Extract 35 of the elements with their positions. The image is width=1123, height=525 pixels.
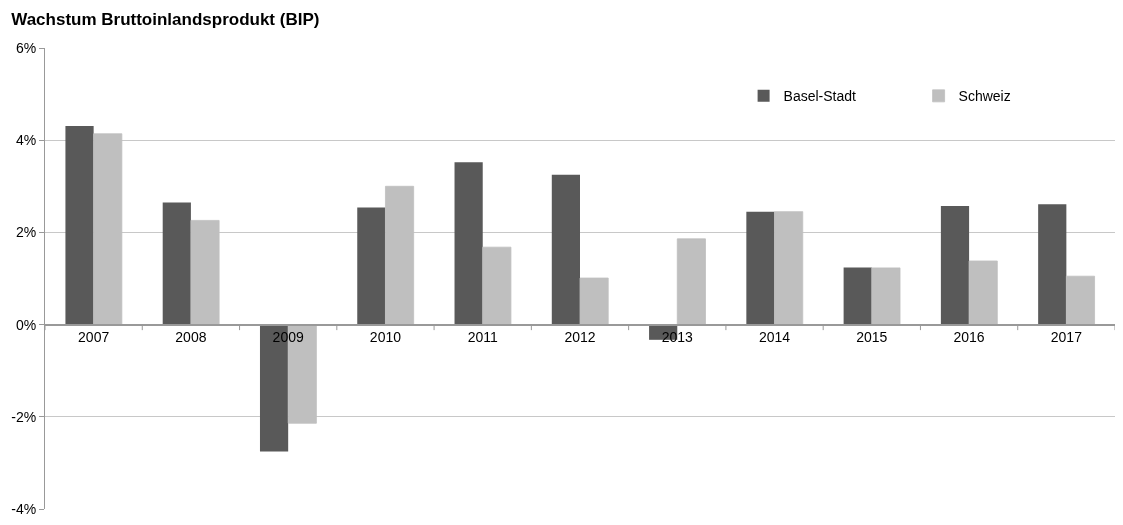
- x-tick-label: 2008: [175, 329, 207, 346]
- y-tick-label: 6%: [15, 39, 37, 56]
- bar: [968, 260, 998, 325]
- bar: [357, 207, 386, 325]
- bar: [843, 267, 872, 325]
- y-tick-label: -2%: [11, 408, 37, 425]
- x-tick-label: 2017: [1050, 329, 1083, 346]
- bar: [162, 202, 191, 325]
- bar: [1038, 204, 1067, 325]
- x-tick-label: 2016: [953, 329, 985, 346]
- x-tick-label: 2007: [78, 329, 110, 346]
- bar: [551, 174, 580, 325]
- bar: [454, 162, 483, 325]
- legend-label: Basel-Stadt: [783, 88, 857, 105]
- bar: [940, 206, 970, 325]
- y-tick-label: 2%: [15, 224, 37, 241]
- legend-label: Schweiz: [958, 88, 1011, 105]
- bar: [65, 125, 94, 325]
- x-tick-label: 2015: [856, 329, 888, 346]
- bar: [871, 267, 901, 325]
- bar: [746, 211, 775, 325]
- x-tick-label: 2010: [369, 329, 402, 346]
- bar: [676, 238, 706, 325]
- y-tick-label: -4%: [11, 500, 37, 517]
- x-tick-label: 2012: [564, 329, 596, 346]
- chart-title: Wachstum Bruttoinlandsprodukt (BIP): [11, 10, 320, 30]
- bar: [1065, 275, 1095, 325]
- x-tick-label: 2009: [272, 329, 304, 346]
- y-tick-label: 4%: [15, 132, 37, 149]
- bar: [579, 277, 609, 325]
- x-tick-label: 2013: [661, 329, 694, 346]
- x-tick-label: 2011: [467, 329, 498, 346]
- bar: [482, 246, 512, 325]
- y-tick-label: 0%: [15, 316, 37, 333]
- x-tick-label: 2014: [758, 329, 791, 346]
